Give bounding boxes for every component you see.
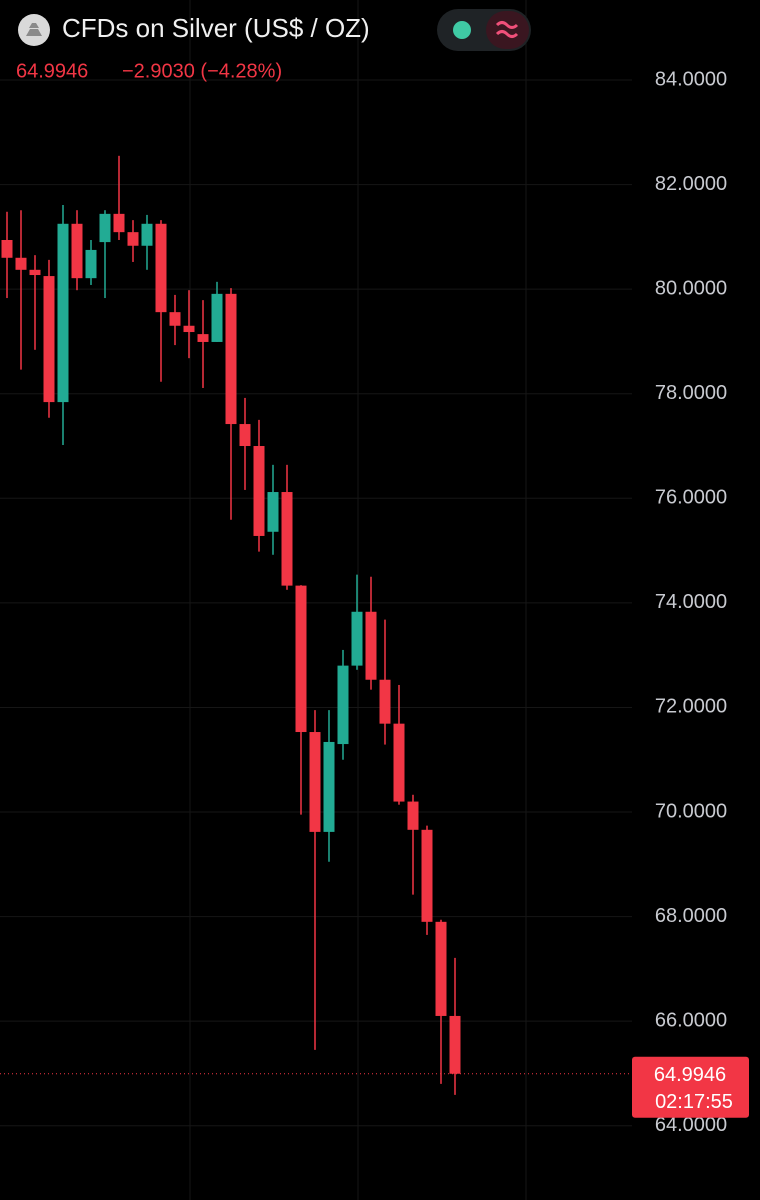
candle-body bbox=[281, 492, 293, 586]
header: CFDs on Silver (US$ / OZ) 64.9946 −2.903… bbox=[16, 9, 531, 82]
candle-body bbox=[141, 223, 153, 246]
candles bbox=[1, 155, 461, 1095]
candle-body bbox=[29, 269, 41, 276]
y-tick-label: 80.0000 bbox=[655, 277, 727, 299]
candle-body bbox=[365, 611, 377, 680]
candle-body bbox=[295, 585, 307, 733]
candle-body bbox=[407, 801, 419, 830]
candle-body bbox=[169, 312, 181, 326]
y-tick-label: 66.0000 bbox=[655, 1009, 727, 1031]
candle-body bbox=[239, 424, 251, 447]
candle-body bbox=[435, 921, 447, 1016]
candle-body bbox=[421, 829, 433, 922]
last-price-tag bbox=[632, 1056, 749, 1118]
y-tick-label: 84.0000 bbox=[655, 68, 727, 90]
candle-body bbox=[337, 665, 349, 745]
last-price-label: 64.9946 bbox=[654, 1064, 726, 1086]
price-axis: 84.0000 82.0000 80.0000 78.0000 76.0000 74.00… bbox=[655, 68, 727, 1136]
candle-body bbox=[183, 325, 195, 333]
symbol-icon-bars bbox=[26, 23, 42, 36]
y-tick-label: 82.0000 bbox=[655, 173, 727, 195]
candle-body bbox=[1, 240, 13, 258]
candle-body bbox=[57, 223, 69, 403]
y-tick-label: 68.0000 bbox=[655, 905, 727, 927]
y-tick-label: 78.0000 bbox=[655, 382, 727, 404]
countdown: 02:17:55 bbox=[655, 1091, 733, 1113]
candle-body bbox=[253, 446, 265, 536]
candle-body bbox=[127, 232, 139, 246]
candle-body bbox=[211, 293, 223, 342]
candle-body bbox=[323, 741, 335, 832]
wave-icon bbox=[495, 21, 519, 38]
candle-body bbox=[15, 257, 27, 270]
y-tick-label: 72.0000 bbox=[655, 696, 727, 718]
candle-body bbox=[43, 276, 55, 403]
candle-body bbox=[225, 293, 237, 425]
candle-body bbox=[113, 213, 125, 233]
candle-body bbox=[379, 679, 391, 724]
chart-title: CFDs on Silver (US$ / OZ) bbox=[62, 13, 370, 43]
y-tick-label: 76.0000 bbox=[655, 487, 727, 509]
vertical-grid bbox=[189, 0, 527, 1200]
candle-body bbox=[267, 492, 279, 532]
y-tick-label: 64.0000 bbox=[655, 1114, 727, 1136]
market-open-dot bbox=[453, 21, 471, 39]
y-tick-label: 70.0000 bbox=[655, 800, 727, 822]
candle-body bbox=[309, 732, 321, 832]
header-price: 64.9946 bbox=[16, 60, 88, 82]
candle-body bbox=[197, 334, 209, 342]
candle-body bbox=[449, 1015, 461, 1074]
candle-body bbox=[99, 213, 111, 243]
header-change: −2.9030 (−4.28%) bbox=[122, 60, 282, 82]
y-tick-label: 74.0000 bbox=[655, 591, 727, 613]
toggle-half bbox=[486, 11, 529, 49]
candle-body bbox=[85, 249, 97, 279]
candle-body bbox=[71, 223, 83, 279]
candle-body bbox=[155, 223, 167, 313]
candle-body bbox=[393, 723, 405, 802]
candle-body bbox=[351, 611, 363, 666]
